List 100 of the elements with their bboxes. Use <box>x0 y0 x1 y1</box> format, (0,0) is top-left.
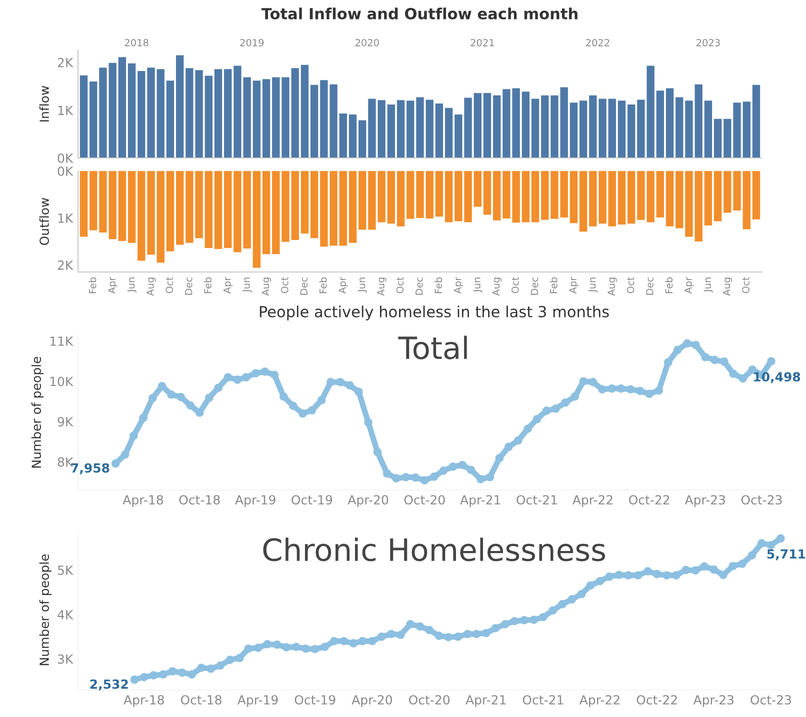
x-tick-label: Aug <box>608 278 617 296</box>
x-tick-label: Apr <box>454 276 464 294</box>
bar <box>262 171 270 254</box>
bar <box>358 120 366 158</box>
bar <box>282 77 290 158</box>
x-tick-label: Apr-23 <box>684 495 725 507</box>
bar <box>676 97 684 158</box>
chart-title: Chronic Homelessness <box>263 538 606 562</box>
bar <box>493 95 501 158</box>
x-tick-label: Apr-18 <box>122 495 164 507</box>
bar <box>358 171 366 230</box>
bar <box>252 171 261 268</box>
y-tick-label: 9K <box>58 417 74 426</box>
x-tick-label: Oct-18 <box>180 695 222 705</box>
bar <box>90 82 98 158</box>
bar <box>339 114 347 158</box>
x-tick-label: Oct-20 <box>409 695 450 705</box>
x-tick-label: Jun <box>473 278 482 293</box>
bar <box>608 171 616 226</box>
bar <box>252 80 261 158</box>
bar <box>656 171 664 218</box>
bar <box>156 171 164 263</box>
x-tick-label: Jun <box>127 278 136 293</box>
chart-title: People actively homeless in the last 3 months <box>260 306 609 320</box>
bar <box>90 171 98 230</box>
bar <box>348 114 357 158</box>
bar <box>752 171 760 220</box>
y-tick-label: 10K <box>50 376 74 386</box>
x-tick-label: Apr-18 <box>124 695 164 707</box>
text: 2020 <box>356 38 379 46</box>
bar <box>176 171 184 245</box>
bar <box>522 171 530 222</box>
bar <box>282 171 290 242</box>
x-tick-label: Dec <box>530 277 538 295</box>
x-tick-label: Oct-23 <box>741 495 782 505</box>
x-tick-label: Dec <box>646 277 654 295</box>
bar <box>310 171 318 238</box>
text: 2022 <box>586 38 610 46</box>
bar <box>138 171 146 261</box>
bar <box>435 171 444 217</box>
data-label: 10,498 <box>754 372 800 384</box>
bar <box>416 97 424 158</box>
bar <box>406 171 414 219</box>
x-tick-label: Jun <box>242 278 252 293</box>
x-tick-label: Oct-21 <box>522 695 564 705</box>
bar <box>742 171 750 230</box>
bar <box>147 171 155 255</box>
x-tick-label: Apr-22 <box>579 695 620 707</box>
data-label: 2,532 <box>90 679 128 690</box>
x-tick-label: Feb <box>88 277 96 294</box>
bar <box>714 171 722 222</box>
bar <box>550 171 558 219</box>
y-tick-label: 0K <box>58 166 74 176</box>
bar <box>272 171 280 254</box>
text: 2021 <box>470 38 494 46</box>
bar <box>579 100 588 158</box>
bar <box>80 171 88 237</box>
bar <box>166 80 174 158</box>
bar <box>435 104 444 158</box>
x-tick-label: Aug <box>723 278 732 296</box>
x-tick-label: Aug <box>492 278 502 296</box>
bar <box>291 68 299 158</box>
x-tick-label: Oct <box>626 277 634 294</box>
y-tick-label: 5K <box>58 566 74 575</box>
x-tick-label: Dec <box>416 277 423 295</box>
x-tick-label: Oct <box>396 277 404 294</box>
x-tick-label: Apr <box>684 276 694 294</box>
bar <box>214 171 222 249</box>
x-tick-label: Oct <box>742 277 750 294</box>
bar <box>348 171 357 243</box>
bar <box>550 95 558 158</box>
bar <box>541 95 549 158</box>
bar <box>387 171 396 224</box>
bar <box>444 108 453 158</box>
bar <box>166 171 174 252</box>
bar <box>291 171 299 240</box>
bar <box>531 98 540 158</box>
bar <box>570 171 578 224</box>
y-tick-label: 11K <box>50 336 74 346</box>
bar <box>752 84 760 158</box>
bar <box>570 102 578 158</box>
bar <box>704 171 712 226</box>
x-tick-label: Apr-23 <box>693 695 734 707</box>
text: 2019 <box>240 38 264 46</box>
bar <box>676 171 684 228</box>
bar <box>128 63 136 158</box>
bar <box>522 92 530 158</box>
x-tick-label: Oct-21 <box>516 495 557 505</box>
bar <box>608 98 616 158</box>
x-tick-label: Oct-20 <box>404 495 445 505</box>
bar <box>618 100 626 158</box>
bar <box>80 75 88 158</box>
bar <box>666 88 674 158</box>
x-tick-label: Aug <box>262 278 271 296</box>
x-tick-label: Jun <box>704 278 713 293</box>
bar <box>694 171 702 242</box>
bar <box>300 171 309 234</box>
bar <box>204 171 212 248</box>
bar <box>262 79 270 158</box>
x-tick-label: Oct <box>280 277 288 294</box>
